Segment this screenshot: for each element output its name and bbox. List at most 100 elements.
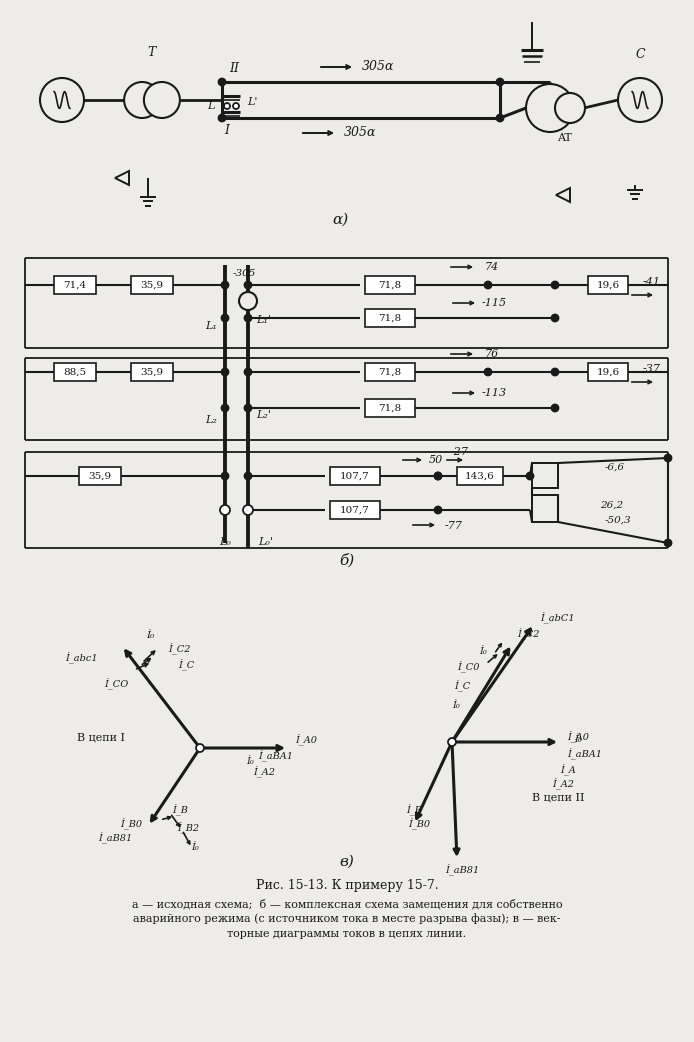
Text: İ_C0: İ_C0 [457,662,480,673]
Circle shape [40,78,84,122]
Text: İ_abC1: İ_abC1 [540,613,575,624]
Text: -50,3: -50,3 [605,516,632,524]
Circle shape [196,744,204,752]
Circle shape [552,404,559,412]
Text: 88,5: 88,5 [63,368,87,376]
Text: 107,7: 107,7 [340,505,370,515]
Text: İ_B2: İ_B2 [177,822,199,834]
FancyBboxPatch shape [54,363,96,381]
Text: 19,6: 19,6 [596,368,620,376]
Text: -37: -37 [643,364,661,374]
Text: 71,8: 71,8 [378,368,402,376]
Text: C: C [635,49,645,61]
Text: T: T [148,46,156,58]
FancyBboxPatch shape [79,467,121,485]
Text: 71,8: 71,8 [378,280,402,290]
Circle shape [244,369,251,375]
Circle shape [526,84,574,132]
Text: -115: -115 [482,298,507,308]
Text: L₁': L₁' [256,315,271,325]
Text: İ_A2: İ_A2 [253,766,275,777]
FancyBboxPatch shape [365,309,415,327]
Text: İ₀: İ₀ [191,844,199,852]
Text: 71,4: 71,4 [63,280,87,290]
FancyBboxPatch shape [330,467,380,485]
Text: 35,9: 35,9 [140,368,164,376]
Text: -41: -41 [643,277,661,287]
Circle shape [244,315,251,322]
Text: İ_A: İ_A [560,764,576,776]
FancyBboxPatch shape [457,467,503,485]
FancyBboxPatch shape [131,276,173,294]
Text: II: II [229,61,239,74]
Text: İ₀: İ₀ [574,735,582,744]
Text: İ_abc1: İ_abc1 [65,652,98,664]
Circle shape [244,404,251,412]
FancyBboxPatch shape [131,363,173,381]
FancyBboxPatch shape [588,276,628,294]
Text: İ_C: İ_C [178,660,194,671]
Circle shape [664,540,672,546]
Text: L₀: L₀ [219,537,231,547]
Text: 71,8: 71,8 [378,314,402,323]
Text: L: L [208,101,215,111]
Circle shape [527,472,534,479]
Circle shape [448,738,456,746]
Text: İ_B0: İ_B0 [120,818,142,829]
Text: İ_aB81: İ_aB81 [98,833,132,844]
Text: İ_B: İ_B [406,804,422,816]
Text: 305α: 305α [344,126,376,140]
Circle shape [434,506,441,514]
Text: İ_aB81: İ_aB81 [445,864,479,876]
Circle shape [552,315,559,322]
Text: -27: -27 [451,447,469,457]
Circle shape [221,281,228,289]
Text: -6,6: -6,6 [605,463,625,471]
FancyBboxPatch shape [365,363,415,381]
Circle shape [496,115,504,122]
FancyBboxPatch shape [54,276,96,294]
Text: α): α) [332,213,348,227]
Circle shape [552,369,559,375]
Text: 35,9: 35,9 [88,471,112,480]
Text: İ₀: İ₀ [452,701,460,711]
Text: İ₀: İ₀ [146,631,154,641]
Circle shape [233,103,239,109]
Text: 107,7: 107,7 [340,471,370,480]
Text: -305: -305 [233,269,256,277]
Text: İ_C2: İ_C2 [517,628,539,640]
Text: İ_B0: İ_B0 [408,818,430,829]
Text: 35,9: 35,9 [140,280,164,290]
Text: а — исходная схема;  б — комплексная схема замещения для собственно: а — исходная схема; б — комплексная схем… [132,898,562,910]
Circle shape [664,454,672,462]
Circle shape [484,281,491,289]
Circle shape [221,404,228,412]
Text: L₂': L₂' [256,410,271,420]
Text: в): в) [339,855,355,869]
Circle shape [243,505,253,515]
Text: İ_aBA1: İ_aBA1 [567,748,602,760]
Text: б): б) [339,553,355,567]
Text: L₀': L₀' [258,537,273,547]
Text: İ_aBA1: İ_aBA1 [258,750,294,762]
Text: В цепи II: В цепи II [532,792,584,802]
FancyBboxPatch shape [588,363,628,381]
Text: 74: 74 [485,262,499,272]
Circle shape [555,93,585,123]
FancyBboxPatch shape [330,501,380,519]
Text: L₁: L₁ [205,321,217,331]
Circle shape [434,472,441,479]
Circle shape [219,78,226,85]
Circle shape [484,369,491,375]
Text: -113: -113 [482,388,507,398]
Text: İ_A2: İ_A2 [552,778,574,790]
Text: İ₀: İ₀ [246,758,254,767]
FancyBboxPatch shape [365,276,415,294]
Text: 71,8: 71,8 [378,403,402,413]
Circle shape [124,82,160,118]
Text: İ_C2: İ_C2 [168,643,190,654]
Text: İ_B: İ_B [172,804,188,816]
Circle shape [434,472,441,479]
Circle shape [221,369,228,375]
Text: AT: AT [557,133,571,143]
